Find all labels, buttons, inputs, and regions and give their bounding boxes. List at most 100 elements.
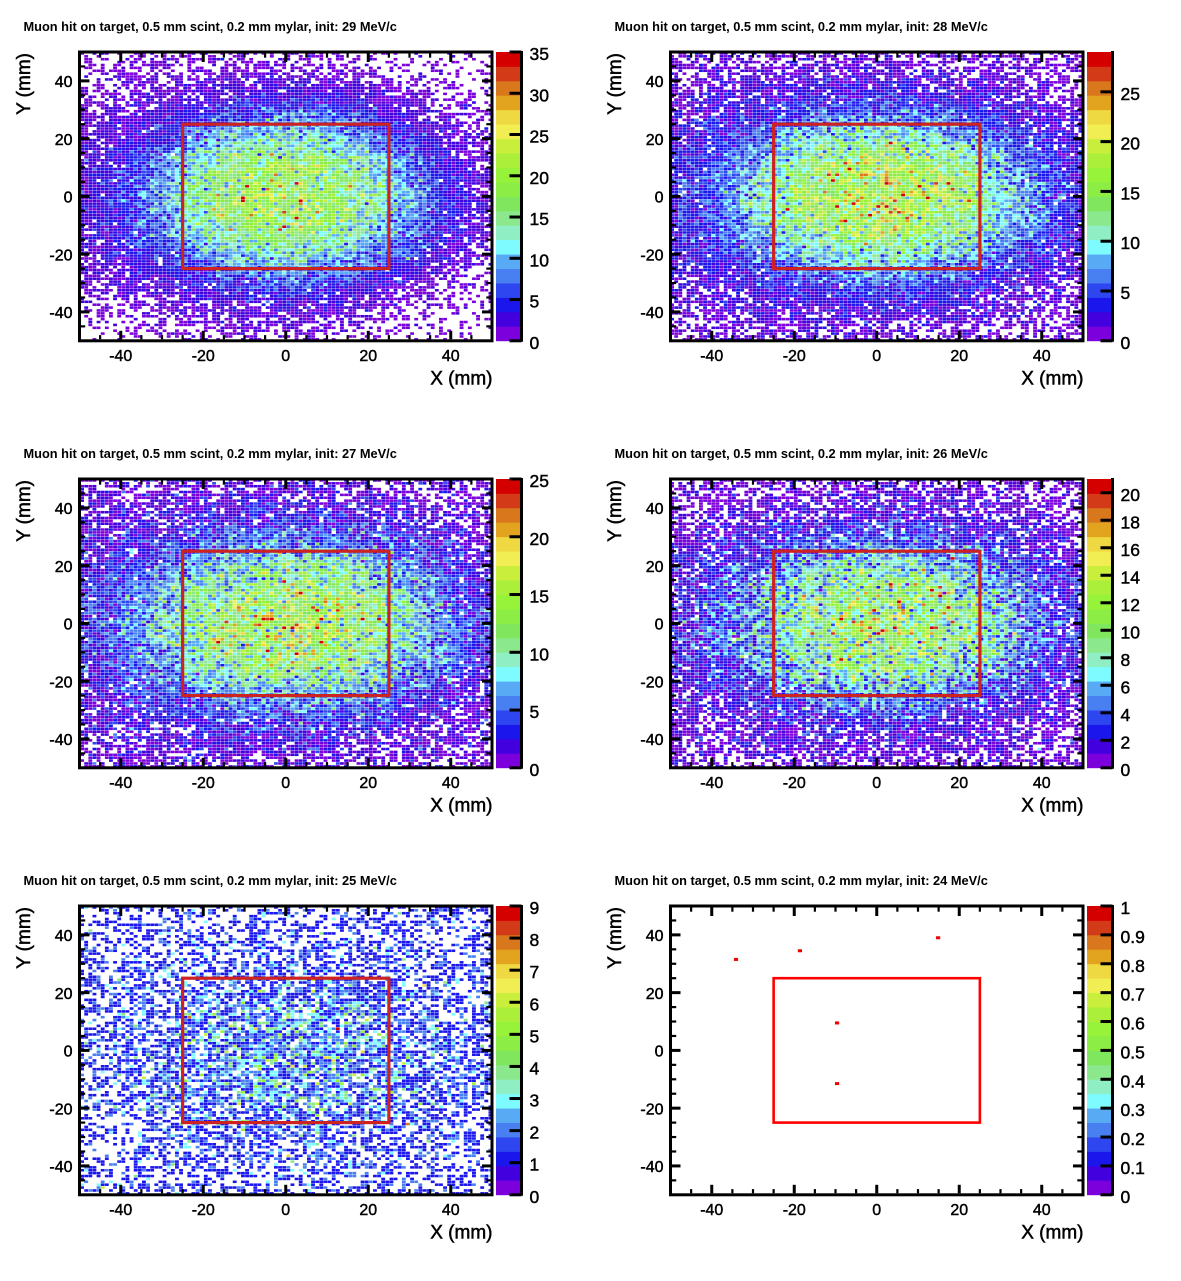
svg-text:1: 1 — [530, 1155, 540, 1175]
svg-text:20: 20 — [55, 986, 73, 1003]
svg-text:-40: -40 — [700, 775, 723, 792]
svg-text:-40: -40 — [700, 348, 723, 365]
svg-text:-40: -40 — [700, 1202, 723, 1219]
svg-text:-40: -40 — [109, 775, 132, 792]
svg-text:0.6: 0.6 — [1120, 1014, 1144, 1034]
svg-text:Muon hit on target, 0.5 mm sci: Muon hit on target, 0.5 mm scint, 0.2 mm… — [614, 446, 987, 461]
svg-text:-40: -40 — [49, 732, 72, 749]
svg-text:Y (mm): Y (mm) — [605, 53, 626, 115]
svg-text:0: 0 — [654, 617, 663, 634]
svg-text:-20: -20 — [192, 775, 215, 792]
svg-text:40: 40 — [55, 74, 73, 91]
svg-text:0: 0 — [1120, 333, 1130, 353]
svg-text:2: 2 — [1120, 732, 1130, 752]
svg-text:4: 4 — [530, 1058, 540, 1078]
svg-text:20: 20 — [530, 529, 550, 549]
svg-text:0: 0 — [281, 348, 290, 365]
svg-text:20: 20 — [1120, 485, 1140, 505]
svg-text:3: 3 — [530, 1091, 540, 1111]
svg-text:-20: -20 — [49, 1101, 72, 1118]
svg-text:0: 0 — [281, 775, 290, 792]
svg-text:X (mm): X (mm) — [1021, 368, 1083, 389]
svg-text:X (mm): X (mm) — [430, 795, 492, 816]
svg-text:6: 6 — [1120, 677, 1130, 697]
svg-text:35: 35 — [530, 44, 549, 64]
svg-text:8: 8 — [1120, 650, 1130, 670]
svg-text:14: 14 — [1120, 567, 1140, 587]
svg-text:Y (mm): Y (mm) — [605, 907, 626, 969]
svg-text:0: 0 — [872, 775, 881, 792]
svg-text:Muon hit on target, 0.5 mm sci: Muon hit on target, 0.5 mm scint, 0.2 mm… — [24, 19, 397, 34]
svg-text:40: 40 — [645, 501, 663, 518]
svg-text:10: 10 — [530, 250, 550, 270]
svg-text:0.5: 0.5 — [1120, 1042, 1144, 1062]
svg-text:20: 20 — [950, 775, 968, 792]
svg-text:40: 40 — [442, 775, 460, 792]
svg-text:X (mm): X (mm) — [430, 1222, 492, 1243]
svg-text:Y (mm): Y (mm) — [14, 480, 35, 542]
svg-text:1: 1 — [1120, 898, 1130, 918]
svg-text:X (mm): X (mm) — [430, 368, 492, 389]
svg-text:10: 10 — [1120, 622, 1140, 642]
svg-text:Muon hit on target, 0.5 mm sci: Muon hit on target, 0.5 mm scint, 0.2 mm… — [614, 873, 987, 888]
svg-text:20: 20 — [359, 775, 377, 792]
svg-text:5: 5 — [1120, 283, 1130, 303]
svg-text:-40: -40 — [49, 1159, 72, 1176]
svg-text:2: 2 — [530, 1123, 540, 1143]
svg-text:20: 20 — [359, 1202, 377, 1219]
svg-text:18: 18 — [1120, 512, 1139, 532]
svg-text:-40: -40 — [640, 732, 663, 749]
svg-text:12: 12 — [1120, 595, 1139, 615]
svg-text:Y (mm): Y (mm) — [605, 480, 626, 542]
svg-text:25: 25 — [1120, 84, 1139, 104]
svg-text:0.8: 0.8 — [1120, 956, 1144, 976]
svg-text:7: 7 — [530, 962, 540, 982]
svg-text:-20: -20 — [192, 1202, 215, 1219]
svg-text:40: 40 — [1032, 775, 1050, 792]
svg-text:-20: -20 — [192, 348, 215, 365]
svg-text:9: 9 — [530, 898, 540, 918]
svg-text:X (mm): X (mm) — [1021, 795, 1083, 816]
svg-text:0: 0 — [1120, 760, 1130, 780]
svg-text:20: 20 — [950, 1202, 968, 1219]
svg-text:0: 0 — [654, 190, 663, 207]
svg-text:-40: -40 — [640, 305, 663, 322]
svg-text:25: 25 — [530, 127, 549, 147]
svg-text:20: 20 — [55, 132, 73, 149]
svg-text:15: 15 — [530, 209, 549, 229]
svg-text:20: 20 — [645, 986, 663, 1003]
svg-text:0: 0 — [64, 190, 73, 207]
svg-text:40: 40 — [645, 928, 663, 945]
svg-text:0: 0 — [872, 1202, 881, 1219]
svg-text:0.1: 0.1 — [1120, 1158, 1144, 1178]
svg-text:-20: -20 — [640, 1101, 663, 1118]
svg-text:-20: -20 — [782, 775, 805, 792]
svg-text:4: 4 — [1120, 705, 1130, 725]
svg-text:8: 8 — [530, 930, 540, 950]
svg-text:-20: -20 — [49, 674, 72, 691]
svg-text:0: 0 — [1120, 1187, 1130, 1207]
svg-text:40: 40 — [1032, 348, 1050, 365]
svg-text:40: 40 — [442, 1202, 460, 1219]
svg-text:-40: -40 — [640, 1159, 663, 1176]
svg-text:40: 40 — [1032, 1202, 1050, 1219]
svg-text:20: 20 — [645, 559, 663, 576]
svg-text:5: 5 — [530, 1026, 540, 1046]
svg-text:30: 30 — [530, 85, 550, 105]
svg-text:-20: -20 — [640, 674, 663, 691]
svg-text:10: 10 — [530, 644, 550, 664]
svg-text:0: 0 — [64, 1044, 73, 1061]
svg-text:20: 20 — [645, 132, 663, 149]
svg-text:-20: -20 — [640, 247, 663, 264]
svg-text:15: 15 — [530, 587, 549, 607]
svg-text:10: 10 — [1120, 233, 1140, 253]
svg-text:20: 20 — [950, 348, 968, 365]
svg-text:0: 0 — [530, 333, 540, 353]
svg-text:-20: -20 — [782, 348, 805, 365]
svg-text:25: 25 — [530, 471, 549, 491]
svg-text:-20: -20 — [49, 247, 72, 264]
svg-text:0: 0 — [872, 348, 881, 365]
svg-text:0: 0 — [530, 1187, 540, 1207]
svg-text:0: 0 — [654, 1044, 663, 1061]
svg-text:X (mm): X (mm) — [1021, 1222, 1083, 1243]
